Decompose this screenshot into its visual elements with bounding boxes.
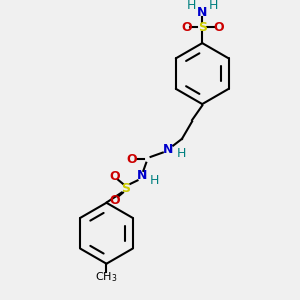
Text: CH$_3$: CH$_3$ bbox=[95, 270, 118, 284]
Text: H: H bbox=[149, 174, 159, 187]
Text: H: H bbox=[208, 0, 218, 12]
Text: S: S bbox=[198, 21, 207, 34]
Text: N: N bbox=[137, 169, 147, 182]
Text: H: H bbox=[187, 0, 196, 12]
Text: O: O bbox=[110, 194, 120, 207]
Text: O: O bbox=[213, 21, 224, 34]
Text: H: H bbox=[176, 147, 186, 160]
Text: O: O bbox=[126, 153, 137, 166]
Text: N: N bbox=[163, 142, 173, 156]
Text: O: O bbox=[110, 169, 120, 183]
Text: S: S bbox=[122, 182, 130, 195]
Text: N: N bbox=[197, 6, 207, 19]
Text: O: O bbox=[181, 21, 192, 34]
